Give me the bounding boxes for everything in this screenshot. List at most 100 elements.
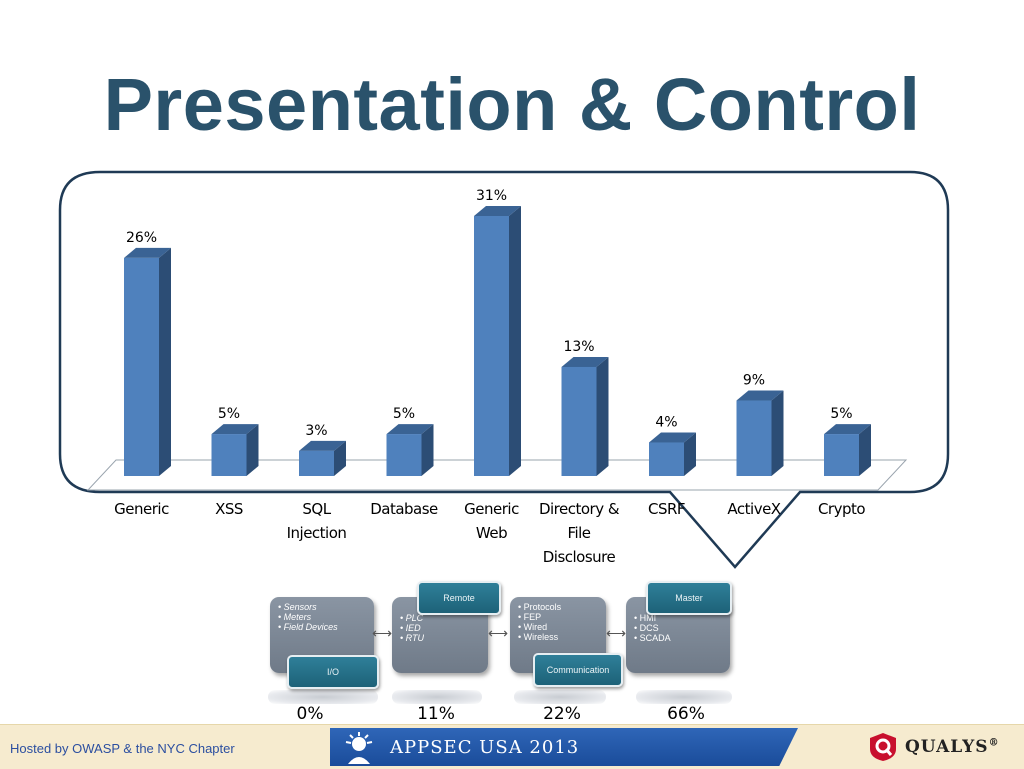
stage-communication-list: Protocols FEP Wired Wireless [518,602,562,642]
stage-item: HMI [634,613,671,623]
category-label-line: Database [370,500,438,518]
stage-item: Meters [278,612,338,622]
data-label: 5% [218,406,240,422]
data-label: 4% [655,414,677,430]
category-label-line: Web [476,524,507,542]
appsec-banner: APPSEC USA 2013 [330,728,798,766]
bar-side [246,424,259,476]
double-arrow-icon: ⟷ [606,625,627,641]
data-label: 5% [393,406,415,422]
bar-side [859,424,871,476]
bar-side [684,432,696,476]
bar-side [596,356,609,476]
bars-layer: 26% 5% 3% 5% 31% 13% 4% 9% 5% [124,188,871,476]
category-label-line: XSS [215,500,243,518]
category-label: CSRF [648,500,685,518]
stage-shadow [514,690,606,704]
bar-top [299,440,346,451]
bar-top [124,247,171,258]
bar-top [474,206,521,216]
event-name: APPSEC USA 2013 [390,737,580,758]
bar [386,434,422,476]
category-label: Crypto [818,500,865,518]
bar-top [386,424,434,435]
footer: Hosted by OWASP & the NYC Chapter APPSEC… [0,724,1024,769]
stage-percent: 11% [417,704,455,724]
bar [474,216,509,476]
double-arrow-icon: ⟷ [488,625,509,641]
bar-side [771,390,784,476]
stage-item: RTU [400,633,424,643]
category-label-line: CSRF [648,500,685,518]
category-label-line: Crypto [818,500,865,518]
sponsor-name: QUALYS® [905,737,1000,757]
category-label-line: Directory & [539,500,620,518]
category-label-line: Generic [464,500,519,518]
category-label-line: Injection [287,524,347,542]
bar-top [561,356,609,367]
stage-percent: 22% [543,704,581,724]
bar [299,450,334,476]
stage-item: FEP [518,612,561,622]
stage-item: PLC [400,613,424,623]
bar-top [736,390,784,401]
bar [649,442,684,476]
category-label: ActiveX [727,500,780,518]
stage-item: IED [400,623,424,633]
stage-item: DCS [634,623,671,633]
stage-shadow [392,690,482,704]
bar-side [509,206,521,476]
stage-shadow [636,690,732,704]
category-labels: Generic XSS SQL Injection Database Generic Web… [114,500,866,566]
stage-item: Protocols [518,602,562,612]
stage-percent: 0% [296,704,324,724]
data-label: 31% [476,188,507,204]
category-label: SQL Injection [287,500,347,542]
category-label: Generic [114,500,169,518]
category-label-line: File [567,524,590,542]
bar [561,366,597,476]
stage-percent: 66% [667,704,705,724]
stage-item: Field Devices [278,622,338,632]
data-label: 26% [126,230,157,246]
stage-item: Wireless [518,632,561,642]
bar [211,434,247,476]
category-label: Generic Web [464,500,519,542]
stage-shadow [268,690,378,704]
sponsor-name-text: QUALYS [905,737,989,757]
bar-top [211,424,259,435]
category-label-line: ActiveX [727,500,780,518]
bar [824,434,859,476]
double-arrow-icon: ⟷ [372,625,393,641]
registered-mark: ® [988,737,1000,749]
tag-remote: Remote [417,581,501,615]
category-label-line: Generic [114,500,169,518]
statue-of-liberty-icon [345,732,373,764]
bar-top [824,424,871,435]
bar-side [334,440,346,476]
data-label: 9% [743,373,765,389]
data-label: 5% [830,406,852,422]
stage-item: SCADA [634,633,671,643]
stage-item: Wired [518,622,561,632]
bar-side [159,247,171,476]
bar [124,257,159,476]
qualys-logo-icon [870,733,896,761]
category-label: XSS [215,500,243,518]
stage-master-list: HMI DCS SCADA [634,613,671,643]
stage-io-list: Sensors Meters Field Devices [278,602,338,632]
tag-io: I/O [287,655,379,689]
bar-side [421,424,434,476]
data-label: 3% [305,423,327,439]
category-label: Database [370,500,438,518]
tag-master: Master [646,581,732,615]
category-label-line: Disclosure [543,548,616,566]
tag-communication: Communication [533,653,623,687]
slide-title: Presentation & Control [103,63,921,146]
stage-remote-list: PLC IED RTU [400,613,424,643]
category-label: Directory & File Disclosure [539,500,620,566]
data-label: 13% [563,339,594,355]
category-label-line: SQL [302,500,331,518]
stage-item: Sensors [278,602,338,612]
